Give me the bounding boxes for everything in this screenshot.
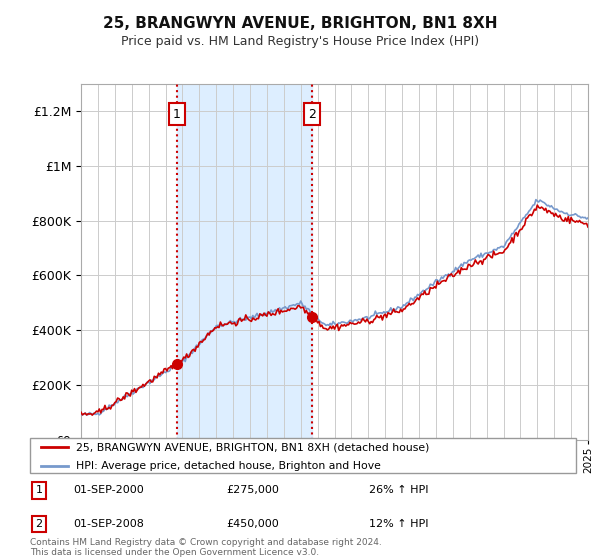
Text: 25, BRANGWYN AVENUE, BRIGHTON, BN1 8XH (detached house): 25, BRANGWYN AVENUE, BRIGHTON, BN1 8XH (… xyxy=(76,442,430,452)
FancyBboxPatch shape xyxy=(30,438,576,473)
Text: 1: 1 xyxy=(35,486,43,496)
Text: 01-SEP-2000: 01-SEP-2000 xyxy=(74,486,145,496)
Text: 2: 2 xyxy=(35,519,43,529)
Text: HPI: Average price, detached house, Brighton and Hove: HPI: Average price, detached house, Brig… xyxy=(76,460,381,470)
Text: Price paid vs. HM Land Registry's House Price Index (HPI): Price paid vs. HM Land Registry's House … xyxy=(121,35,479,48)
Text: 25, BRANGWYN AVENUE, BRIGHTON, BN1 8XH: 25, BRANGWYN AVENUE, BRIGHTON, BN1 8XH xyxy=(103,16,497,31)
Text: 12% ↑ HPI: 12% ↑ HPI xyxy=(368,519,428,529)
Text: 1: 1 xyxy=(173,108,181,120)
Text: £275,000: £275,000 xyxy=(227,486,280,496)
Bar xyxy=(177,84,312,440)
Text: 2: 2 xyxy=(308,108,316,120)
Text: 01-SEP-2008: 01-SEP-2008 xyxy=(74,519,145,529)
Text: 26% ↑ HPI: 26% ↑ HPI xyxy=(368,486,428,496)
Text: £450,000: £450,000 xyxy=(227,519,280,529)
Text: Contains HM Land Registry data © Crown copyright and database right 2024.
This d: Contains HM Land Registry data © Crown c… xyxy=(30,538,382,557)
